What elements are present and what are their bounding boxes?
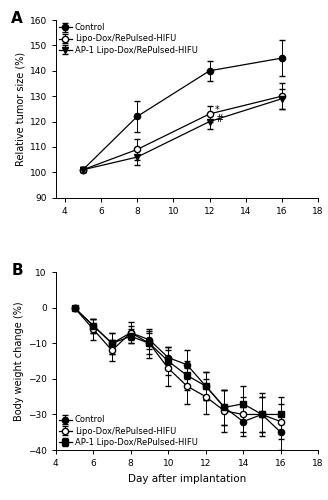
Text: *: * <box>215 105 220 115</box>
Y-axis label: Relative tumor size (%): Relative tumor size (%) <box>15 52 25 166</box>
Legend: Control, Lipo-Dox/RePulsed-HIFU, AP-1 Lipo-Dox/RePulsed-HIFU: Control, Lipo-Dox/RePulsed-HIFU, AP-1 Li… <box>57 22 199 56</box>
X-axis label: Day after implantation: Day after implantation <box>128 474 246 484</box>
Text: #: # <box>215 114 223 124</box>
Legend: Control, Lipo-Dox/RePulsed-HIFU, AP-1 Lipo-Dox/RePulsed-HIFU: Control, Lipo-Dox/RePulsed-HIFU, AP-1 Li… <box>57 414 199 448</box>
Text: A: A <box>11 11 23 26</box>
Y-axis label: Body weight change (%): Body weight change (%) <box>13 302 24 421</box>
Text: B: B <box>11 264 23 278</box>
